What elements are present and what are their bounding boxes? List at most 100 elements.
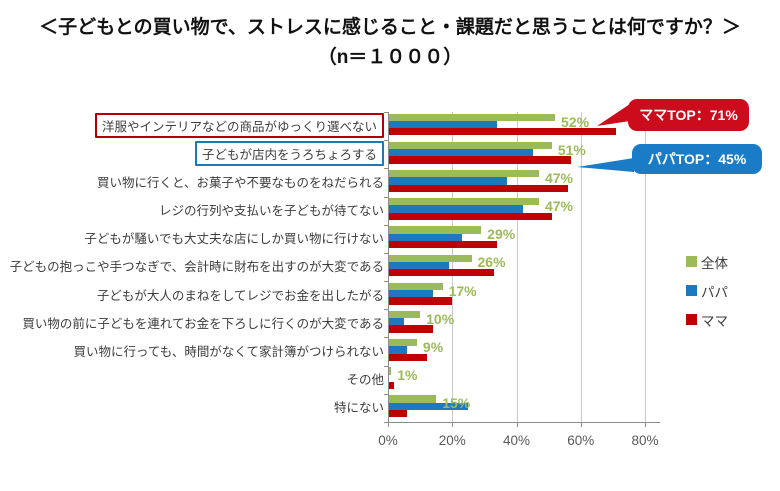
bar-ママ-5 xyxy=(388,269,494,277)
bar-パパ-0 xyxy=(388,120,498,129)
y-axis-line xyxy=(388,112,389,422)
category-label-0: 洋服やインテリアなどの商品がゆっくり選べない xyxy=(20,111,384,139)
bar-全体-4 xyxy=(388,226,482,234)
category-label-7: 買い物の前に子どもを連れてお金を下ろしに行くのが大変である xyxy=(20,308,384,336)
bar-ママ-8 xyxy=(388,353,427,361)
bar-全体-1 xyxy=(388,141,552,150)
legend-item-ママ: ママ xyxy=(686,305,728,334)
callout-mama-top: ママTOP：71% xyxy=(628,99,749,131)
callout-papa-label: パパTOP：45% xyxy=(647,151,747,167)
category-label-2: 買い物に行くと、お菓子や不要なものをねだられる xyxy=(20,167,384,195)
bar-パパ-7 xyxy=(388,318,405,326)
bar-ママ-7 xyxy=(388,325,433,333)
bar-ママ-3 xyxy=(388,212,552,221)
bar-全体-6 xyxy=(388,282,443,290)
x-axis-tick-20 xyxy=(452,422,454,427)
gridline-40 xyxy=(516,112,518,422)
chart-subtitle: （n＝１０００） xyxy=(317,47,463,68)
bar-全体-10 xyxy=(388,395,437,403)
y-axis-tick-5 xyxy=(384,252,388,254)
category-label-4: 子どもが騒いでも大丈夫な店にしか買い物に行けない xyxy=(20,224,384,252)
y-axis-tick-4 xyxy=(384,224,388,226)
value-label-6: 17% xyxy=(448,282,477,299)
bar-パパ-1 xyxy=(388,149,533,157)
x-axis-tick-0 xyxy=(388,422,389,427)
category-label-9: その他 xyxy=(20,365,384,393)
x-tick-label-40: 40% xyxy=(502,433,531,448)
category-label-10: 特にない xyxy=(20,393,384,421)
value-label-2: 47% xyxy=(544,169,574,186)
bar-パパ-3 xyxy=(388,205,523,213)
category-label-text: 買い物の前に子どもを連れてお金を下ろしに行くのが大変である xyxy=(22,316,384,331)
bar-全体-8 xyxy=(388,339,417,347)
bar-パパ-4 xyxy=(388,233,462,241)
y-axis-tick-11 xyxy=(384,422,388,423)
bar-ママ-10 xyxy=(388,410,408,418)
y-axis-tick-0 xyxy=(384,112,388,113)
bar-ママ-1 xyxy=(388,156,572,164)
category-label-text: 特にない xyxy=(333,401,384,416)
bar-全体-7 xyxy=(388,310,421,319)
y-axis-tick-8 xyxy=(384,337,388,339)
chart-title: ＜子どもとの買い物で、ストレスに感じること・課題だと思うことは何ですか？＞ xyxy=(39,17,741,38)
category-label-1: 子どもが店内をうろちょろする xyxy=(20,139,384,167)
category-label-6: 子どもが大人のまねをしてレジでお金を出したがる xyxy=(20,280,384,308)
x-axis-tick-60 xyxy=(580,422,582,427)
bar-全体-5 xyxy=(388,254,472,262)
y-axis-tick-7 xyxy=(384,309,388,311)
category-label-text: 買い物に行っても、時間がなくて家計簿がつけられない xyxy=(73,345,384,360)
legend-label: パパ xyxy=(701,284,728,300)
category-label-text: 子どもが騒いでも大丈夫な店にしか買い物に行けない xyxy=(84,232,384,247)
legend-swatch xyxy=(686,314,697,325)
legend-label: 全体 xyxy=(701,255,728,271)
category-label-text: 買い物に行くと、お菓子や不要なものをねだられる xyxy=(96,175,384,190)
value-label-9: 1% xyxy=(397,367,418,384)
category-label-text: レジの行列や支払いを子どもが待てない xyxy=(158,204,384,219)
bar-パパ-2 xyxy=(388,177,507,185)
value-label-10: 15% xyxy=(442,395,471,412)
bar-ママ-9 xyxy=(388,381,395,390)
gridline-60 xyxy=(580,112,582,422)
category-label-3: レジの行列や支払いを子どもが待てない xyxy=(20,196,384,224)
x-axis-line xyxy=(388,422,660,423)
bar-ママ-2 xyxy=(388,184,568,192)
category-label-5: 子どもの抱っこや手つなぎで、会計時に財布を出すのが大変である xyxy=(10,252,384,280)
legend: 全体 パパ ママ xyxy=(686,247,728,334)
value-label-1: 51% xyxy=(557,141,586,158)
x-tick-label-80: 80% xyxy=(631,433,659,448)
bar-ママ-4 xyxy=(388,240,498,249)
bar-パパ-5 xyxy=(388,261,450,270)
bar-全体-0 xyxy=(388,113,556,121)
category-label-text: 子どもが大人のまねをしてレジでお金を出したがる xyxy=(96,288,384,303)
callout-papa-top: パパTOP：45% xyxy=(632,144,762,174)
value-label-4: 29% xyxy=(487,226,516,243)
y-axis-tick-3 xyxy=(384,196,388,198)
x-tick-label-20: 20% xyxy=(438,433,466,448)
x-axis-tick-80 xyxy=(645,422,646,427)
x-tick-label-60: 60% xyxy=(567,433,595,448)
legend-item-パパ: パパ xyxy=(686,276,728,305)
category-label-text: 子どもが店内をうろちょろする xyxy=(194,140,384,166)
legend-swatch xyxy=(686,256,697,267)
value-label-8: 9% xyxy=(422,338,444,355)
bar-ママ-6 xyxy=(388,297,453,305)
bar-全体-2 xyxy=(388,169,539,178)
category-label-text: その他 xyxy=(346,373,384,388)
x-tick-label-0: 0% xyxy=(378,433,398,448)
value-label-0: 52% xyxy=(561,113,590,130)
category-label-8: 買い物に行っても、時間がなくて家計簿がつけられない xyxy=(20,336,384,364)
bar-パパ-8 xyxy=(388,346,408,354)
y-axis-tick-10 xyxy=(384,393,388,395)
bar-パパ-6 xyxy=(388,289,433,298)
y-axis-tick-2 xyxy=(384,168,388,170)
y-axis-tick-1 xyxy=(384,140,388,142)
value-label-5: 26% xyxy=(477,254,506,271)
x-axis-tick-40 xyxy=(516,422,518,427)
bar-全体-3 xyxy=(388,198,539,206)
bar-全体-9 xyxy=(388,367,392,375)
legend-swatch xyxy=(686,285,697,296)
gridline-20 xyxy=(452,112,454,422)
legend-label: ママ xyxy=(701,313,728,329)
value-label-7: 10% xyxy=(426,310,455,327)
